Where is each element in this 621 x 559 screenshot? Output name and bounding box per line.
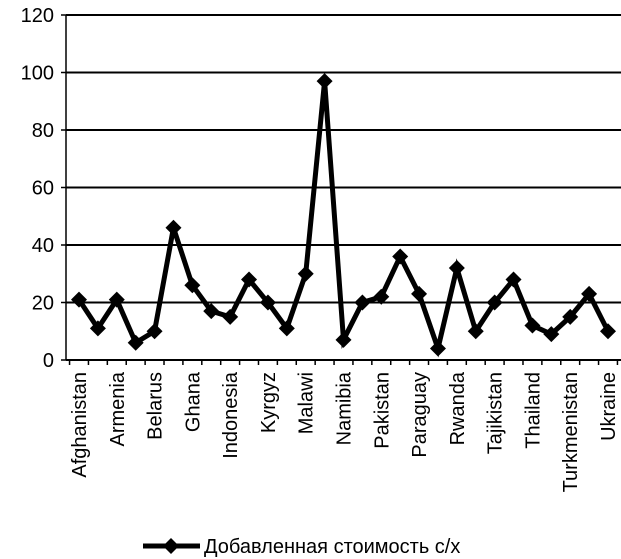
data-point-21 xyxy=(467,323,484,340)
y-tick-label-100: 100 xyxy=(21,63,54,85)
legend-diamond-marker xyxy=(163,538,179,554)
y-axis: 0 20 40 60 80 100 120 xyxy=(21,5,67,372)
y-tick-label-0: 0 xyxy=(43,350,54,372)
data-point-26 xyxy=(562,308,579,325)
data-point-7 xyxy=(203,303,220,320)
x-tick-label-2: Belarus xyxy=(145,372,167,440)
data-point-17 xyxy=(392,248,409,265)
data-point-19 xyxy=(429,340,446,357)
data-point-2 xyxy=(108,291,125,308)
x-tick-label-13: Turkmenistan xyxy=(560,372,582,492)
data-point-13 xyxy=(316,73,333,90)
gridlines xyxy=(66,14,621,304)
data-point-10 xyxy=(259,294,276,311)
y-tick-label-20: 20 xyxy=(32,293,54,315)
legend-label: Добавленная стоимость с/х xyxy=(204,536,460,558)
data-point-14 xyxy=(335,331,352,348)
series-line xyxy=(76,80,611,358)
x-tick-label-14: Ukraine xyxy=(598,372,620,441)
x-tick-label-12: Thailand xyxy=(522,372,544,449)
x-tick-label-7: Namibia xyxy=(334,371,356,445)
data-point-23 xyxy=(505,271,522,288)
x-tick-label-11: Tajikistan xyxy=(485,372,507,454)
data-point-27 xyxy=(581,285,598,302)
x-tick-label-1: Armenia xyxy=(107,371,129,446)
x-tick-label-6: Malawi xyxy=(296,372,318,434)
legend: Добавленная стоимость с/х xyxy=(143,536,460,558)
x-tick-label-3: Ghana xyxy=(182,371,204,432)
data-point-16 xyxy=(373,288,390,305)
x-tick-label-9: Paraguay xyxy=(409,372,431,458)
data-point-22 xyxy=(486,294,503,311)
data-point-12 xyxy=(297,265,314,282)
y-tick-label-80: 80 xyxy=(32,120,54,142)
data-point-24 xyxy=(524,317,541,334)
data-point-28 xyxy=(600,323,616,340)
series-plot xyxy=(71,73,616,358)
data-point-3 xyxy=(127,334,144,351)
x-axis: Afghanistan Armenia Belarus Ghana Indonesia K… xyxy=(66,359,621,492)
data-point-0 xyxy=(71,291,87,308)
x-tick-label-4: Indonesia xyxy=(220,371,242,459)
data-point-1 xyxy=(89,320,106,337)
data-point-8 xyxy=(222,308,239,325)
y-tick-label-120: 120 xyxy=(21,5,54,27)
data-point-20 xyxy=(448,260,465,276)
data-point-15 xyxy=(354,294,371,311)
x-tick-label-10: Rwanda xyxy=(447,371,469,445)
y-tick-label-60: 60 xyxy=(32,178,54,200)
data-point-11 xyxy=(278,320,295,337)
x-tick-label-0: Afghanistan xyxy=(69,372,91,478)
data-point-6 xyxy=(184,277,201,294)
data-point-5 xyxy=(165,219,182,236)
data-point-18 xyxy=(411,285,428,302)
x-tick-label-8: Pakistan xyxy=(371,372,393,449)
data-point-4 xyxy=(146,323,163,340)
x-tick-label-5: Kyrgyz xyxy=(258,372,280,433)
y-tick-label-40: 40 xyxy=(32,235,54,257)
data-point-25 xyxy=(543,326,560,343)
data-point-9 xyxy=(241,271,258,288)
